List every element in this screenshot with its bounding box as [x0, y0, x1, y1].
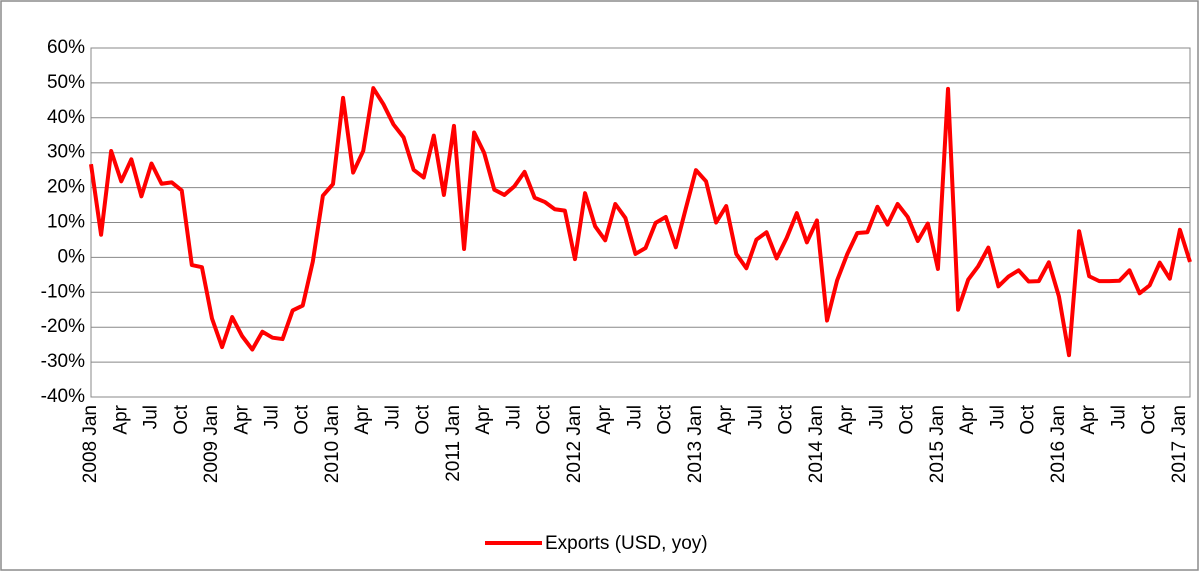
x-tick-label: 2014 Jan [806, 405, 827, 483]
y-tick-label: 60% [47, 37, 85, 58]
x-tick-label: Oct [1018, 404, 1039, 434]
x-tick-label: 2009 Jan [201, 405, 222, 483]
x-tick-label: 2013 Jan [685, 405, 706, 483]
y-tick-label: 10% [47, 212, 85, 233]
x-tick-label: Oct [171, 404, 192, 434]
y-tick-label: 40% [47, 107, 85, 128]
x-tick-label: Apr [110, 404, 131, 434]
x-tick-label: 2015 Jan [927, 405, 948, 483]
x-tick-label: Apr [352, 404, 373, 434]
data-line [89, 86, 1192, 358]
y-tick-label: -10% [41, 281, 85, 302]
x-tick-label: Jul [745, 405, 766, 429]
y-tick-label: 50% [47, 72, 85, 93]
x-tick-label: 2008 Jan [80, 405, 101, 483]
x-tick-label: 2012 Jan [564, 405, 585, 483]
y-tick-label: 30% [47, 142, 85, 163]
y-tick-label: -40% [41, 386, 85, 407]
x-tick-label: Jul [141, 405, 162, 429]
x-tick-label: Oct [413, 404, 434, 434]
x-tick-label: Oct [292, 404, 313, 434]
y-tick-label: -20% [41, 316, 85, 337]
y-tick-label: 20% [47, 177, 85, 198]
x-tick-label: Apr [594, 404, 615, 434]
x-tick-label: 2010 Jan [322, 405, 343, 483]
x-tick-label: Jul [262, 405, 283, 429]
x-tick-label: Oct [776, 404, 797, 434]
x-tick-label: 2016 Jan [1048, 405, 1069, 483]
x-tick-label: Oct [534, 404, 555, 434]
x-tick-label: Jul [987, 405, 1008, 429]
x-tick-label: Jul [503, 405, 524, 429]
x-tick-label: Oct [655, 404, 676, 434]
legend-label: Exports (USD, yoy) [545, 533, 708, 554]
x-tick-label: Apr [231, 404, 252, 434]
x-tick-label: 2017 Jan [1169, 405, 1190, 483]
x-tick-label: Oct [1139, 404, 1160, 434]
x-tick-label: Apr [1078, 404, 1099, 434]
x-tick-label: Apr [957, 404, 978, 434]
x-tick-label: 2011 Jan [443, 405, 464, 482]
x-tick-label: Apr [836, 404, 857, 434]
y-tick-label: 0% [58, 246, 86, 267]
x-tick-label: Apr [473, 404, 494, 434]
plot-border [90, 47, 1191, 398]
x-tick-label: Oct [897, 404, 918, 434]
x-tick-label: Jul [1108, 405, 1129, 429]
y-tick-label: -30% [41, 351, 85, 372]
x-tick-label: Jul [624, 405, 645, 429]
x-tick-label: Apr [715, 404, 736, 434]
x-tick-label: Jul [382, 405, 403, 429]
x-tick-label: Jul [866, 405, 887, 429]
